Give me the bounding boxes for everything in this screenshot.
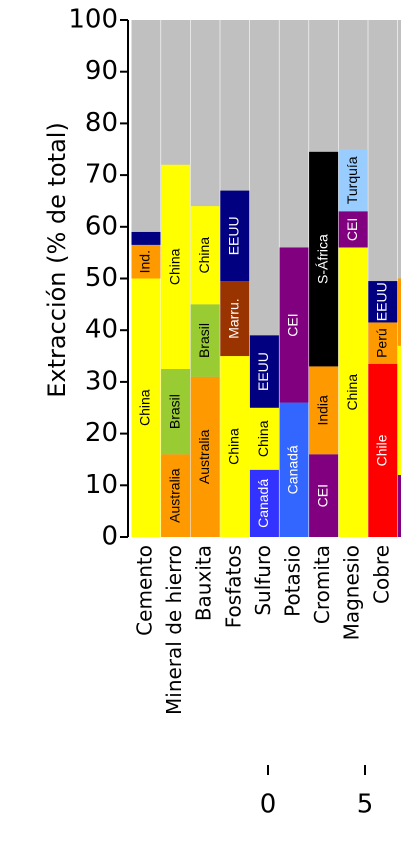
bar-segment	[279, 247, 309, 403]
segment-label: CEI	[314, 484, 330, 507]
x-tick-label: Mineral de hierro	[162, 545, 186, 715]
bar-segment	[397, 345, 401, 475]
y-tick-label: 90	[85, 56, 118, 86]
y-tick-label: 80	[85, 108, 118, 138]
bar-segment	[338, 247, 368, 538]
bar-segment	[279, 402, 309, 537]
segment-label: India	[314, 395, 330, 426]
bar-segment	[131, 244, 161, 279]
segment-label: Canadá	[285, 445, 301, 494]
x-tick-label: Zinc	[399, 545, 401, 588]
segment-label: CEI	[285, 313, 301, 336]
bar-segment	[161, 164, 191, 369]
segment-label: EEUU	[255, 352, 271, 391]
segment-label: Brasil	[166, 394, 182, 429]
segment-label: China	[166, 248, 182, 285]
segment-label: Perú	[374, 328, 390, 358]
segment-label: Australia	[166, 468, 182, 523]
segment-label: EEUU	[226, 216, 242, 255]
bar-segment	[190, 376, 220, 537]
y-tick-label: 70	[85, 160, 118, 190]
x2-tick-label: 5	[357, 790, 374, 820]
bar-segment	[220, 356, 250, 537]
bar-segment	[249, 469, 279, 537]
segment-label: China	[196, 237, 212, 274]
bar-segment	[131, 278, 161, 537]
bar-segment	[397, 474, 401, 537]
y-tick-label: 50	[85, 263, 118, 293]
bar-segment	[397, 278, 401, 346]
y-tick-label: 20	[85, 418, 118, 448]
bar-segment	[309, 366, 339, 455]
bar-segment	[309, 454, 339, 537]
bar-segment	[220, 281, 250, 357]
x-tick-label: Cromita	[310, 545, 334, 624]
x-tick-label: Cobre	[369, 545, 393, 604]
bar-segment	[368, 322, 398, 364]
segment-label: Turquía	[344, 156, 360, 204]
bar-segment	[249, 407, 279, 470]
segment-label: China	[226, 428, 242, 465]
y-axis-label: Extracción (% de total)	[43, 122, 71, 398]
segment-label: Ind.	[137, 250, 153, 273]
bar-segment	[131, 231, 161, 245]
bar-segment	[220, 190, 250, 282]
y-tick-label: 0	[101, 522, 118, 552]
segment-label: China	[344, 374, 360, 411]
bar-segment	[161, 454, 191, 537]
segment-label: China	[137, 389, 153, 426]
x-tick-label: Sulfuro	[251, 545, 275, 616]
segment-label: CEI	[344, 218, 360, 241]
x-tick-label: Fosfatos	[221, 545, 245, 628]
bar-segment	[190, 206, 220, 305]
x-tick-label: Bauxita	[192, 545, 216, 621]
segment-label: EEUU	[374, 282, 390, 321]
y-tick-label: 60	[85, 211, 118, 241]
segment-label: Marru.	[226, 298, 242, 338]
bar-segment	[368, 363, 398, 537]
segment-label: China	[255, 420, 271, 457]
y-tick-label: 30	[85, 366, 118, 396]
bar-segment	[249, 335, 279, 408]
x-tick-label: Cemento	[133, 545, 157, 636]
segment-label: Brasil	[196, 323, 212, 358]
x2-tick-label: 0	[260, 790, 277, 820]
y-tick-label: 40	[85, 315, 118, 345]
bar-segment	[190, 304, 220, 377]
x-tick-label: Potasio	[281, 545, 305, 617]
bar-segment	[309, 151, 339, 367]
y-tick-label: 100	[68, 5, 118, 35]
bar-segment	[338, 211, 368, 248]
segment-label: Australia	[196, 429, 212, 484]
bar-segment	[161, 368, 191, 455]
bar-segment	[368, 281, 398, 323]
segment-label: Canadá	[255, 479, 271, 528]
segment-label: Chile	[374, 434, 390, 466]
x-tick-label: Magnesio	[340, 545, 364, 640]
y-tick-label: 10	[85, 470, 118, 500]
segment-label: S-África	[314, 234, 330, 284]
bar-segment	[338, 149, 368, 212]
